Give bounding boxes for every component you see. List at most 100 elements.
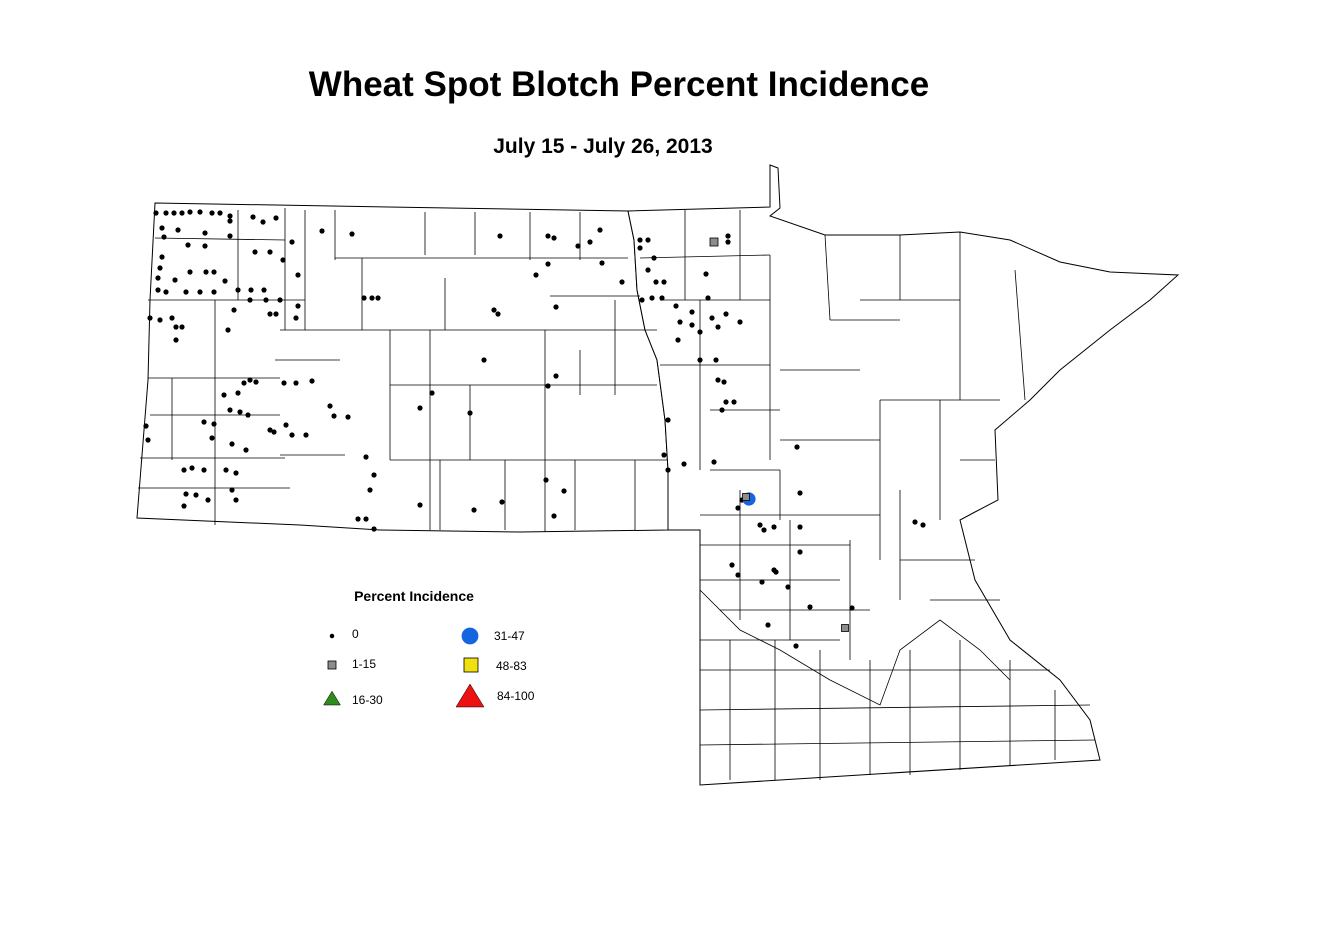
survey-point (794, 444, 800, 450)
legend: 0 1-15 16-30 31-47 48-83 84-100 (323, 627, 535, 708)
survey-point (363, 516, 369, 522)
survey-point (243, 447, 249, 453)
survey-point (159, 254, 165, 260)
survey-point (673, 303, 679, 309)
survey-point (183, 289, 189, 295)
survey-point (163, 289, 169, 295)
survey-point (155, 275, 161, 281)
survey-point (545, 233, 551, 239)
survey-point (203, 269, 209, 275)
survey-point (785, 584, 791, 590)
survey-point (248, 287, 254, 293)
survey-point (491, 307, 497, 313)
survey-point (719, 407, 725, 413)
survey-point (841, 624, 849, 632)
survey-point (723, 311, 729, 317)
survey-point (797, 524, 803, 530)
survey-point (289, 432, 295, 438)
survey-point (225, 327, 231, 333)
survey-point (211, 289, 217, 295)
survey-point (227, 407, 233, 413)
survey-point (197, 209, 203, 215)
survey-point (175, 227, 181, 233)
survey-point (222, 278, 228, 284)
survey-point (713, 357, 719, 363)
survey-point (209, 435, 215, 441)
survey-point (281, 380, 287, 386)
survey-point (677, 319, 683, 325)
survey-point (587, 239, 593, 245)
survey-point (247, 297, 253, 303)
survey-point (599, 260, 605, 266)
survey-point (597, 227, 603, 233)
legend-symbol (463, 657, 479, 673)
survey-point (211, 269, 217, 275)
survey-point (280, 257, 286, 263)
county-line (699, 704, 1091, 711)
survey-point (247, 377, 253, 383)
state-outlines (136, 164, 1180, 786)
north-dakota (136, 202, 669, 533)
map-subtitle: July 15 - July 26, 2013 (493, 135, 712, 158)
survey-point (761, 527, 767, 533)
survey-point (267, 311, 273, 317)
survey-point (345, 414, 351, 420)
survey-point (183, 491, 189, 497)
survey-point (205, 497, 211, 503)
survey-point (551, 513, 557, 519)
survey-point (731, 399, 737, 405)
survey-point (709, 315, 715, 321)
survey-point (187, 209, 193, 215)
survey-point (237, 409, 243, 415)
survey-point (715, 324, 721, 330)
survey-point (681, 461, 687, 467)
survey-point (253, 379, 259, 385)
survey-point (653, 279, 659, 285)
survey-point (725, 239, 731, 245)
survey-point (371, 472, 377, 478)
survey-point (173, 324, 179, 330)
survey-point (703, 271, 709, 277)
survey-point (545, 383, 551, 389)
survey-point (729, 562, 735, 568)
survey-point (659, 295, 665, 301)
survey-point (261, 287, 267, 293)
survey-point (245, 412, 251, 418)
survey-point (157, 317, 163, 323)
survey-point (735, 572, 741, 578)
survey-point (273, 215, 279, 221)
survey-point (533, 272, 539, 278)
survey-point (665, 417, 671, 423)
survey-point (497, 233, 503, 239)
survey-point (295, 303, 301, 309)
legend-symbol (329, 633, 335, 639)
survey-point (689, 309, 695, 315)
legend-label: 1-15 (352, 657, 376, 671)
survey-point (250, 214, 256, 220)
survey-point (849, 605, 855, 611)
survey-point (185, 242, 191, 248)
survey-point (481, 357, 487, 363)
survey-point (773, 569, 779, 575)
survey-point (742, 493, 750, 501)
survey-point (367, 487, 373, 493)
survey-point (639, 297, 645, 303)
survey-point (711, 459, 717, 465)
legend-label: 31-47 (494, 629, 525, 643)
survey-point (417, 502, 423, 508)
survey-point (145, 437, 151, 443)
survey-point (705, 295, 711, 301)
river (699, 589, 1011, 706)
survey-point (263, 297, 269, 303)
survey-point (495, 311, 501, 317)
survey-point (797, 490, 803, 496)
survey-point (217, 210, 223, 216)
legend-symbol (327, 660, 337, 670)
legend-symbol (323, 690, 341, 706)
survey-point (293, 380, 299, 386)
survey-point (189, 465, 195, 471)
survey-point (293, 315, 299, 321)
survey-point (153, 210, 159, 216)
survey-point (271, 429, 277, 435)
